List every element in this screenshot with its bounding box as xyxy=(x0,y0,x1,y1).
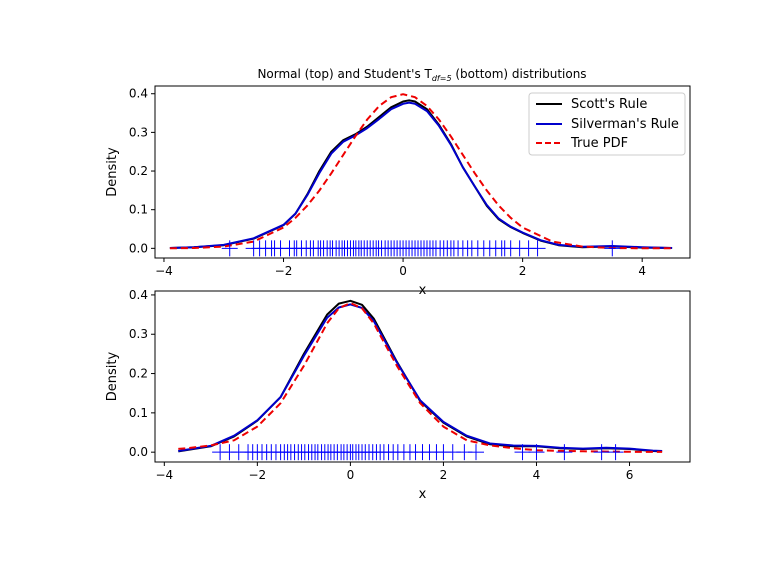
legend-label-true-pdf: True PDF xyxy=(570,136,628,151)
x-tick-label: 2 xyxy=(440,468,448,482)
legend-label-silverman: Silverman's Rule xyxy=(571,117,679,132)
y-tick-label: 0.1 xyxy=(129,203,148,217)
figure-title: Normal (top) and Student's Tdf=5 (bottom… xyxy=(257,67,586,83)
y-tick-label: 0.1 xyxy=(129,406,148,420)
x-tick-label: 0 xyxy=(347,468,355,482)
top-ylabel: Density xyxy=(105,147,120,197)
series-line-scott-s-rule xyxy=(178,299,663,453)
y-tick-label: 0.4 xyxy=(129,288,148,302)
bottom-panel-student-t: Density x −4 −2 0 2 4 6 0.0 0.1 0.2 0.3 0.4 xyxy=(105,288,691,502)
bottom-xlabel: x xyxy=(419,487,427,502)
x-tick-label: −4 xyxy=(155,264,173,278)
y-tick-label: 0.3 xyxy=(129,327,148,341)
figure-title-suffix: (bottom) distributions xyxy=(452,67,587,81)
series-line-true-pdf xyxy=(178,302,663,453)
x-tick-label: 4 xyxy=(638,264,646,278)
plot-area xyxy=(169,93,673,257)
legend: Scott's Rule Silverman's Rule True PDF xyxy=(528,92,686,156)
x-tick-label: 6 xyxy=(626,468,634,482)
y-tick-label: 0.2 xyxy=(129,164,148,178)
top-panel-normal: Density x −4 −2 0 2 40.00.10.20.30.4 xyxy=(105,85,691,298)
plot-area xyxy=(178,299,663,461)
figure-title-subscript: df=5 xyxy=(432,74,452,83)
legend-label-scott: Scott's Rule xyxy=(571,97,647,112)
y-tick-label: 0.2 xyxy=(129,367,148,381)
figure-title-prefix: Normal (top) and Student's T xyxy=(257,67,432,81)
y-tick-label: 0.4 xyxy=(129,87,148,101)
bottom-ylabel: Density xyxy=(105,351,120,401)
series-line-true-pdf xyxy=(169,93,673,250)
legend-box xyxy=(528,92,686,156)
y-tick-label: 0.0 xyxy=(129,445,148,459)
x-tick-label: 0 xyxy=(399,264,407,278)
axes-frame xyxy=(154,85,691,259)
x-tick-label: −2 xyxy=(275,264,293,278)
x-tick-label: 2 xyxy=(519,264,527,278)
x-tick-label: −4 xyxy=(155,468,173,482)
y-tick-label: 0.0 xyxy=(129,241,148,255)
axes-frame xyxy=(154,290,691,463)
series-line-silverman-s-rule xyxy=(178,303,663,452)
series-line-silverman-s-rule xyxy=(169,101,673,249)
x-tick-label: −2 xyxy=(248,468,266,482)
x-tick-label: 4 xyxy=(533,468,541,482)
y-tick-label: 0.3 xyxy=(129,125,148,139)
